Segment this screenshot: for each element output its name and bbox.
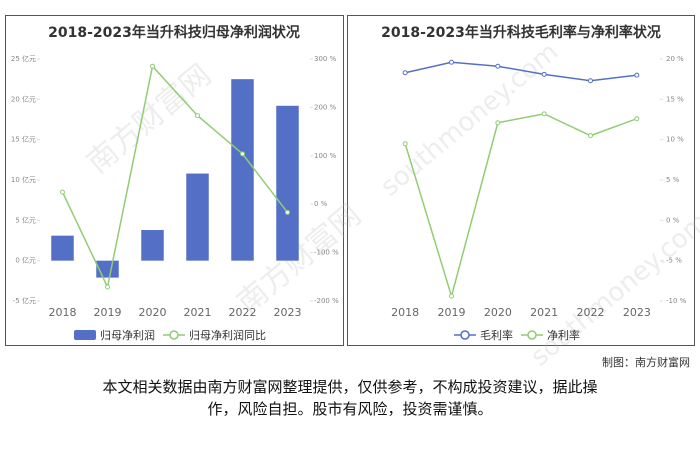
legend-swatch: [169, 330, 179, 340]
y-tick-label: -200 %: [314, 297, 339, 305]
disclaimer-line: 作，风险自担。股市有风险，投资需谨慎。: [207, 400, 493, 418]
y-tick-label: 25 亿元: [11, 54, 36, 63]
point: [541, 71, 547, 77]
chart-title: 2018-2023年当升科技毛利率与净利率状况: [381, 24, 661, 41]
point: [195, 113, 200, 119]
point: [402, 141, 408, 147]
bar: [276, 105, 299, 261]
point: [495, 120, 501, 126]
panel-border: [347, 15, 695, 346]
y-tick-label: 15 亿元: [11, 135, 36, 144]
bar: [51, 235, 74, 261]
y-tick-label: -5 亿元: [13, 296, 36, 305]
y-tick-label: -100 %: [314, 249, 339, 257]
legend-label: 净利率: [547, 328, 580, 342]
watermark: 南方财富网: [81, 58, 218, 181]
chart-title: 2018-2023年当升科技归母净利润状况: [48, 24, 300, 41]
y-tick-label: 100 %: [314, 152, 337, 160]
point: [240, 151, 245, 157]
x-tick-label: 2019: [94, 306, 122, 319]
point: [634, 116, 640, 122]
line: [61, 64, 289, 290]
y-tick-label: 0 亿元: [15, 256, 36, 265]
x-tick-label: 2020: [139, 306, 167, 319]
y-tick-label: 200 %: [314, 103, 337, 111]
point: [150, 63, 155, 69]
point: [588, 133, 593, 139]
point: [105, 284, 110, 290]
y-tick-label: -5 %: [666, 257, 682, 265]
line: [405, 61, 637, 82]
x-tick-label: 2019: [438, 306, 466, 319]
point: [634, 72, 640, 78]
x-tick-label: 2018: [49, 306, 77, 319]
y-tick-label: 20 亿元: [11, 94, 36, 103]
point: [495, 63, 501, 69]
x-tick-label: 2021: [530, 306, 558, 319]
x-tick-label: 2020: [484, 306, 512, 319]
watermark: southmoney.com: [375, 37, 564, 203]
legend-swatch: [527, 330, 537, 340]
line: [404, 113, 638, 299]
point: [588, 78, 593, 84]
legend-label: 归母净利润同比: [189, 328, 266, 342]
y-tick-label: 0 %: [314, 200, 328, 208]
y-tick-label: 10 亿元: [11, 175, 36, 184]
legend-swatch: [74, 330, 96, 340]
disclaimer-line: 本文相关数据由南方财富网整理提供，仅供参考，不构成投资建议，据此操: [102, 378, 598, 396]
legend-label: 归母净利润: [100, 328, 155, 342]
legend-swatch: [460, 330, 470, 340]
bar: [186, 173, 209, 261]
x-tick-label: 2023: [623, 306, 651, 319]
point: [541, 111, 547, 117]
y-tick-label: 5 %: [666, 176, 680, 184]
point: [60, 189, 65, 195]
y-tick-label: -10 %: [666, 297, 687, 305]
x-tick-label: 2023: [274, 306, 302, 319]
y-tick-label: 300 %: [314, 55, 337, 63]
y-tick-label: 15 %: [666, 95, 684, 103]
point: [449, 59, 454, 65]
x-tick-label: 2022: [229, 306, 257, 319]
y-tick-label: 5 亿元: [15, 215, 36, 224]
y-tick-label: 10 %: [666, 136, 684, 144]
panel-border: [5, 15, 344, 346]
bar: [231, 79, 254, 261]
bar: [141, 230, 164, 261]
x-tick-label: 2018: [391, 306, 419, 319]
legend-label: 毛利率: [480, 328, 513, 342]
point: [402, 70, 408, 76]
point: [449, 293, 454, 299]
credit: 制图：南方财富网: [602, 355, 690, 369]
point: [285, 209, 290, 215]
x-tick-label: 2021: [184, 306, 212, 319]
y-tick-label: 20 %: [666, 55, 684, 63]
y-tick-label: 0 %: [666, 216, 680, 224]
x-tick-label: 2022: [577, 306, 605, 319]
